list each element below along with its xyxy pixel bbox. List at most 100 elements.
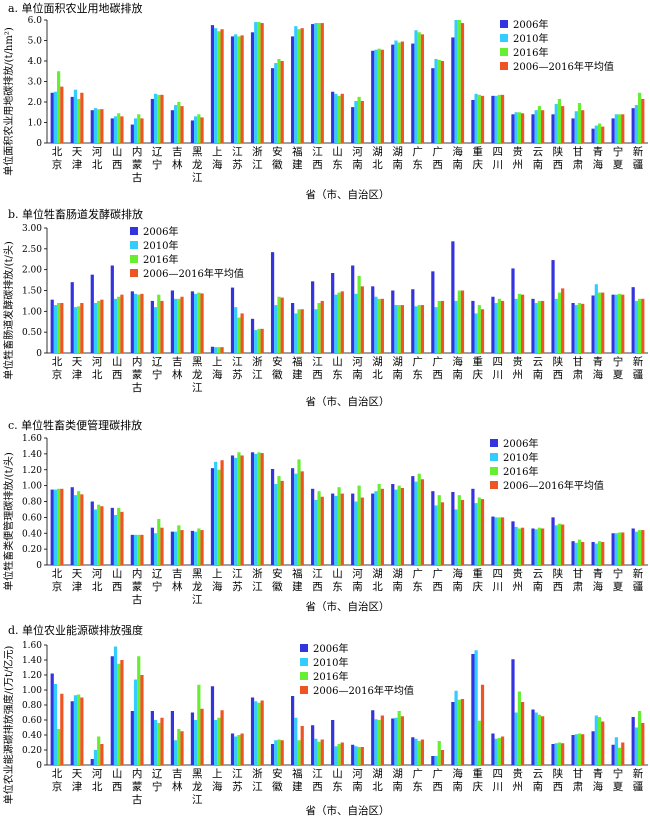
- bar-北京-3: [60, 693, 64, 765]
- bar-江苏-0: [230, 733, 235, 765]
- bar-广西-1: [434, 505, 438, 565]
- bar-湖北-1: [374, 296, 378, 353]
- bar-宁夏-3: [621, 114, 625, 143]
- bar-四川-1: [494, 517, 498, 565]
- bar-江苏-3: [240, 313, 244, 353]
- chart-panel-d: d. 单位农业能源碳排放强度 0 0.20 0.40 0.60 0.80 1.00 1.20 1…: [2, 623, 648, 817]
- bar-广西-3: [440, 300, 445, 353]
- bar-甘肃-2: [577, 539, 582, 565]
- y-tick-label: 1.00: [22, 686, 42, 696]
- bar-黑龙江-0: [190, 530, 195, 565]
- bar-河南-0: [351, 493, 355, 565]
- bar-吉林-3: [180, 106, 184, 143]
- bar-四川-3: [500, 517, 505, 565]
- bar-青海-2: [597, 717, 602, 765]
- y-tick-label: 0.20: [22, 746, 42, 756]
- bar-广东-1: [414, 30, 418, 143]
- bar-北京-2: [57, 303, 61, 353]
- bar-广东-1: [414, 306, 418, 353]
- bar-河北-1: [93, 509, 98, 565]
- legend-swatch: [490, 453, 498, 461]
- bar-上海-3: [220, 460, 224, 565]
- bar-湖南-0: [391, 484, 395, 565]
- bar-青海-2: [597, 123, 602, 143]
- bar-陕西-2: [557, 292, 562, 353]
- bar-云南-2: [537, 106, 542, 143]
- bar-贵州-2: [517, 112, 521, 143]
- bar-宁夏-2: [617, 114, 622, 143]
- x-tick-label: 青海: [593, 767, 604, 793]
- bar-江西-1: [314, 738, 318, 765]
- x-tick-label: 陕西: [553, 145, 564, 171]
- bar-贵州-2: [517, 528, 521, 565]
- legend-swatch: [500, 20, 508, 28]
- bar-黑龙江-3: [200, 530, 204, 565]
- bar-天津-3: [80, 92, 84, 143]
- x-tick-label: 贵州: [513, 567, 524, 593]
- bar-内蒙古-3: [140, 293, 144, 353]
- bar-重庆-2: [477, 305, 481, 353]
- x-axis-label: 省（市、自治区）: [306, 188, 390, 201]
- legend-label: 2016年: [313, 670, 348, 683]
- bar-云南-1: [534, 110, 538, 143]
- bar-海南-3: [460, 499, 465, 565]
- bar-海南-1: [454, 300, 458, 353]
- x-tick-label: 云南: [533, 568, 544, 593]
- bar-浙江-2: [257, 22, 261, 143]
- bar-天津-1: [73, 495, 78, 565]
- bar-安徽-1: [274, 63, 278, 143]
- bar-贵州-2: [517, 691, 521, 765]
- bar-吉林-1: [174, 298, 178, 353]
- bar-湖北-0: [371, 710, 375, 765]
- bar-内蒙古-3: [140, 534, 144, 565]
- bar-山西-3: [120, 660, 124, 765]
- bar-江苏-0: [230, 455, 235, 565]
- legend-label: 2010年: [313, 656, 348, 669]
- x-tick-label: 海南: [452, 145, 463, 171]
- bar-青海-3: [601, 721, 605, 765]
- bar-山东-1: [334, 495, 338, 565]
- bar-四川-2: [497, 298, 501, 353]
- bar-辽宁-2: [157, 518, 161, 565]
- bar-河北-2: [97, 504, 101, 565]
- x-tick-label: 湖北: [372, 146, 383, 171]
- bar-四川-2: [497, 517, 501, 565]
- x-tick-label: 新疆: [633, 145, 644, 171]
- bar-河南-3: [360, 747, 364, 765]
- x-tick-label: 天津: [72, 568, 83, 593]
- bar-湖南-3: [400, 716, 404, 765]
- bar-贵州-0: [511, 521, 515, 565]
- x-axis-label: 省（市、自治区）: [306, 395, 390, 408]
- bar-江苏-0: [230, 36, 235, 143]
- bar-天津-2: [77, 98, 81, 143]
- bar-重庆-3: [480, 309, 485, 353]
- bar-陕西-2: [557, 523, 562, 565]
- bar-天津-3: [80, 494, 84, 565]
- bar-内蒙古-0: [130, 124, 134, 143]
- bar-重庆-2: [477, 497, 481, 565]
- bar-陕西-0: [551, 744, 555, 765]
- bar-安徽-1: [274, 740, 278, 765]
- bar-天津-2: [77, 306, 81, 353]
- bar-河南-2: [357, 275, 361, 353]
- bar-云南-0: [531, 528, 535, 565]
- bar-内蒙古-3: [140, 118, 144, 143]
- bar-江苏-1: [234, 736, 238, 765]
- bar-辽宁-2: [157, 294, 161, 353]
- bar-湖南-2: [397, 485, 401, 565]
- bar-北京-1: [53, 684, 58, 765]
- bar-宁夏-1: [614, 737, 618, 765]
- bar-江西-3: [320, 23, 324, 144]
- legend-swatch: [130, 255, 138, 263]
- bar-河南-1: [354, 293, 358, 353]
- bar-广东-3: [420, 34, 425, 143]
- bar-陕西-3: [561, 106, 565, 143]
- y-tick-label: 0.20: [22, 545, 42, 555]
- bar-福建-2: [297, 740, 301, 765]
- bar-福建-3: [300, 726, 304, 765]
- x-tick-label: 上海: [212, 356, 223, 381]
- bar-辽宁-2: [157, 94, 161, 143]
- bar-黑龙江-3: [200, 117, 204, 143]
